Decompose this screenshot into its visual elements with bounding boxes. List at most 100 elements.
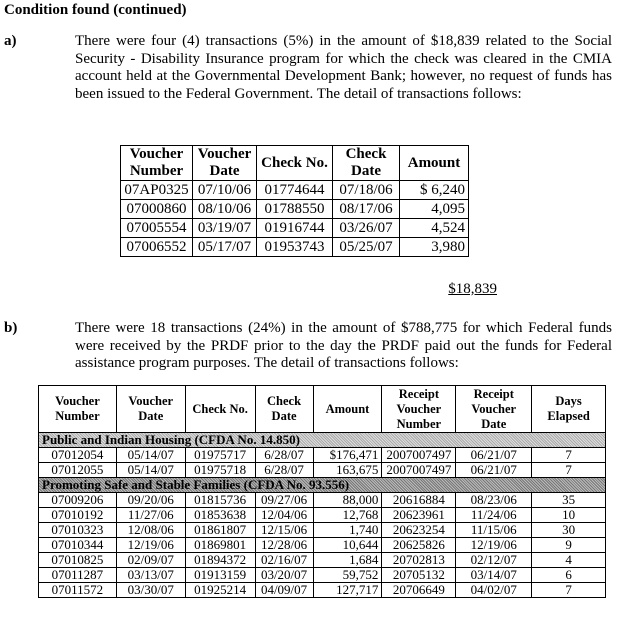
table-cell: 7 [531,582,606,598]
table-cell: 06/21/07 [455,462,533,478]
table-cell: 04/09/07 [254,582,314,598]
item-a-label: a) [4,33,17,49]
table-cell: 07005554 [120,218,193,238]
table-cell: 7 [531,462,606,478]
column-header: Days Elapsed [531,385,606,433]
table-cell: 11/27/06 [115,507,186,523]
table-cell: 07/10/06 [192,180,257,200]
table-cell: 59,752 [312,567,383,583]
table-cell: 6/28/07 [254,447,314,463]
table-cell: 20705132 [381,567,457,583]
table-cell: 12/04/06 [254,507,314,523]
table-cell: 01894372 [184,552,256,568]
column-header: Check Date [254,385,314,433]
section-name: Promoting Safe and Stable Families (CFDA… [38,477,606,493]
table-cell: 01916744 [256,218,333,238]
column-header: Check No. [184,385,256,433]
table-cell: 6 [531,567,606,583]
table-cell: 02/12/07 [455,552,533,568]
table-cell: 2007007497 [381,447,457,463]
table-cell: 03/19/07 [192,218,257,238]
table-cell: 07/18/06 [332,180,400,200]
table-row: 07000860 08/10/06 01788550 08/17/06 4,095 [120,199,469,219]
table-cell: 07011287 [38,567,117,583]
table-cell: 88,000 [312,492,383,508]
item-b-label: b) [4,320,18,336]
transactions-table-a: Voucher Number Voucher Date Check No. Check… [120,145,469,257]
table-cell: 12/15/06 [254,522,314,538]
table-cell: 01953743 [256,237,333,257]
table-cell: 11/15/06 [455,522,533,538]
column-header: Amount [312,385,383,433]
table-cell: 08/17/06 [332,199,400,219]
table-cell: 05/17/07 [192,237,257,257]
table-cell: 01925214 [184,582,256,598]
table-cell: 07010323 [38,522,117,538]
column-header: Receipt Voucher Number [381,385,457,433]
table-cell: 2007007497 [381,462,457,478]
table-cell: 1,740 [312,522,383,538]
table-cell: 07006552 [120,237,193,257]
table-cell: 07AP0325 [120,180,193,200]
table-cell: 12/19/06 [455,537,533,553]
table-cell: 12/28/06 [254,537,314,553]
table-row: 07005554 03/19/07 01916744 03/26/07 4,524 [120,218,469,238]
section-title: Condition found (continued) [4,2,187,18]
column-header: Voucher Date [115,385,186,433]
table-cell: 07012055 [38,462,117,478]
table-cell: 07010192 [38,507,117,523]
table-cell: 01913159 [184,567,256,583]
table-row: 07010344 12/19/06 01869801 12/28/06 10,644 20… [38,537,606,553]
table-row: 07012055 05/14/07 01975718 6/28/07 163,675 20… [38,462,606,478]
table-cell: 05/14/07 [115,462,186,478]
table-cell: 20623254 [381,522,457,538]
table-cell: 06/21/07 [455,447,533,463]
item-b-text: There were 18 transactions (24%) in the … [75,320,612,371]
table-cell: 03/13/07 [115,567,186,583]
table-cell: 9 [531,537,606,553]
table-cell: 08/10/06 [192,199,257,219]
table-cell: 20623961 [381,507,457,523]
total-amount: $18,839 [448,281,497,297]
table-cell: 163,675 [312,462,383,478]
table-cell: 4 [531,552,606,568]
table-cell: 08/23/06 [455,492,533,508]
table-row: 07AP0325 07/10/06 01774644 07/18/06 $ 6,240 [120,180,469,200]
column-header: Amount [399,145,469,181]
table-cell: 05/14/07 [115,447,186,463]
table-row: 07011287 03/13/07 01913159 03/20/07 59,752 20… [38,567,606,583]
column-header: Check Date [332,145,400,181]
table-cell: 127,717 [312,582,383,598]
column-header: Voucher Number [38,385,117,433]
table-cell: 07000860 [120,199,193,219]
table-row: 07010323 12/08/06 01861807 12/15/06 1,740 206… [38,522,606,538]
table-cell: 4,095 [399,199,469,219]
table-cell: 05/25/07 [332,237,400,257]
table-row: 07011572 03/30/07 01925214 04/09/07 127,717 2… [38,582,606,598]
table-cell: 7 [531,447,606,463]
table-cell: 04/02/07 [455,582,533,598]
table-cell: 03/26/07 [332,218,400,238]
table-cell: 01815736 [184,492,256,508]
table-cell: 4,524 [399,218,469,238]
table-row: 07006552 05/17/07 01953743 05/25/07 3,980 [120,237,469,257]
column-header: Voucher Date [192,145,257,181]
table-cell: 01774644 [256,180,333,200]
table-cell: 01869801 [184,537,256,553]
column-header: Receipt Voucher Date [455,385,533,433]
transactions-table-b: Voucher Number Voucher Date Check No. Check… [38,385,606,598]
table-cell: 20616884 [381,492,457,508]
item-a-text: There were four (4) transactions (5%) in… [75,33,612,102]
section-row: Promoting Safe and Stable Families (CFDA… [38,477,606,493]
section-row: Public and Indian Housing (CFDA No. 14.8… [38,432,606,448]
section-name: Public and Indian Housing (CFDA No. 14.8… [38,432,606,448]
table-cell: 10 [531,507,606,523]
table-cell: 35 [531,492,606,508]
table-cell: 30 [531,522,606,538]
table-cell: 20625826 [381,537,457,553]
table-cell: 12/19/06 [115,537,186,553]
table-cell: 01853638 [184,507,256,523]
table-row: 07009206 09/20/06 01815736 09/27/06 88,000 20… [38,492,606,508]
column-header: Check No. [256,145,333,181]
